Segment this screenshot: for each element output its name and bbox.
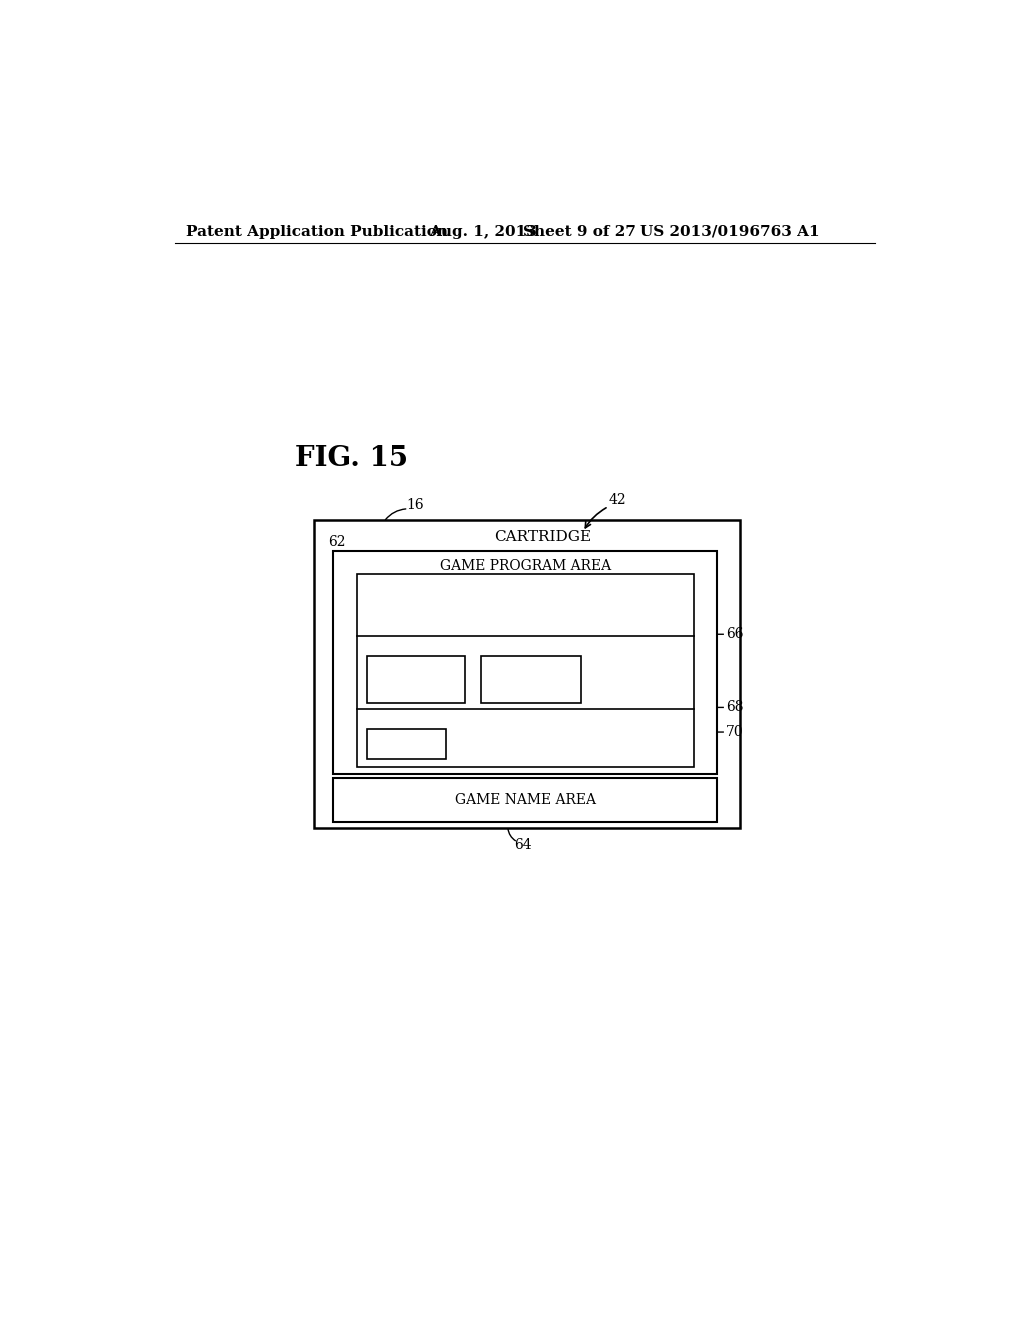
Text: Sheet 9 of 27: Sheet 9 of 27 (523, 224, 636, 239)
Text: US 2013/0196763 A1: US 2013/0196763 A1 (640, 224, 819, 239)
Text: 68: 68 (726, 701, 743, 714)
Bar (356, 574, 693, 767)
Bar (480, 656, 582, 702)
Text: 42: 42 (608, 492, 626, 507)
Text: N: N (400, 737, 413, 751)
Text: 66: 66 (726, 627, 743, 642)
Text: 16: 16 (406, 498, 424, 512)
Text: Aug. 1, 2013: Aug. 1, 2013 (429, 224, 537, 239)
Text: CHILD DEVICE PROGRAM: CHILD DEVICE PROGRAM (430, 713, 621, 727)
Text: 70: 70 (726, 725, 743, 739)
Text: 62: 62 (328, 535, 345, 549)
Text: GAME NAME AREA: GAME NAME AREA (455, 793, 596, 808)
Text: OC= O: OC= O (507, 672, 556, 686)
Text: PARENT DEVICE PROGRAM: PARENT DEVICE PROGRAM (424, 640, 627, 653)
Bar (367, 729, 445, 759)
Text: GAME PROGRAM AREA: GAME PROGRAM AREA (439, 560, 610, 573)
Text: M, N: M, N (398, 672, 433, 686)
Text: CARTRIDGE: CARTRIDGE (494, 531, 591, 544)
Bar (314, 520, 740, 829)
Bar (367, 656, 465, 702)
Text: COMMON PROGRAM: COMMON PROGRAM (449, 598, 602, 612)
Text: 64: 64 (514, 838, 532, 853)
Text: Patent Application Publication: Patent Application Publication (186, 224, 449, 239)
Bar (334, 779, 717, 822)
Text: FIG. 15: FIG. 15 (295, 445, 408, 473)
Bar (334, 552, 717, 775)
